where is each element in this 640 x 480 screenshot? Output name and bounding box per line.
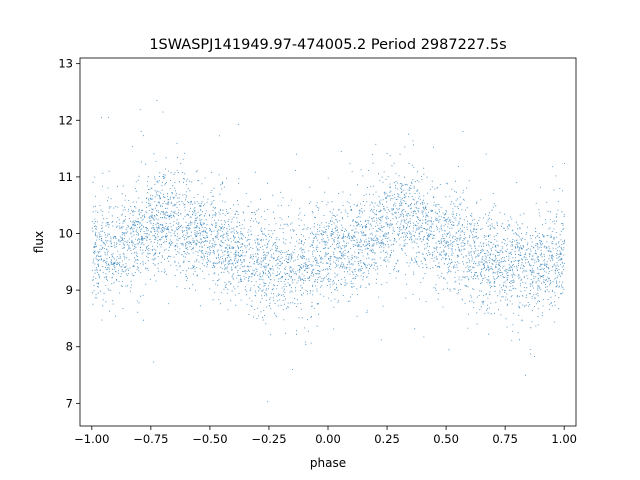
x-tick-label: 0.50 <box>433 432 459 446</box>
x-tick-label: 1.00 <box>551 432 577 446</box>
y-tick-label: 10 <box>58 227 73 241</box>
y-tick-label: 7 <box>66 396 73 410</box>
y-tick-label: 8 <box>66 340 73 354</box>
y-axis-label: flux <box>32 231 46 253</box>
x-tick-label: 0.25 <box>374 432 400 446</box>
x-tick-label: −1.00 <box>74 432 109 446</box>
y-axis-ticks: 7 8 9 10 11 12 13 <box>58 57 80 410</box>
x-tick-label: −0.50 <box>192 432 227 446</box>
y-tick-label: 9 <box>66 283 73 297</box>
x-tick-label: 0.75 <box>492 432 518 446</box>
y-tick-label: 11 <box>58 170 73 184</box>
plot-area-frame <box>79 57 577 427</box>
y-tick-label: 13 <box>58 57 73 71</box>
y-tick-label: 12 <box>58 113 73 127</box>
x-tick-label: 0.00 <box>315 432 341 446</box>
x-tick-label: −0.75 <box>133 432 168 446</box>
chart-title: 1SWASPJ141949.97-474005.2 Period 2987227… <box>149 37 506 53</box>
x-axis-label: phase <box>310 456 346 470</box>
x-tick-label: −0.25 <box>251 432 286 446</box>
x-axis-ticks: −1.00 −0.75 −0.50 −0.25 0.00 0.25 0.50 0.75 1.00 <box>74 426 577 446</box>
